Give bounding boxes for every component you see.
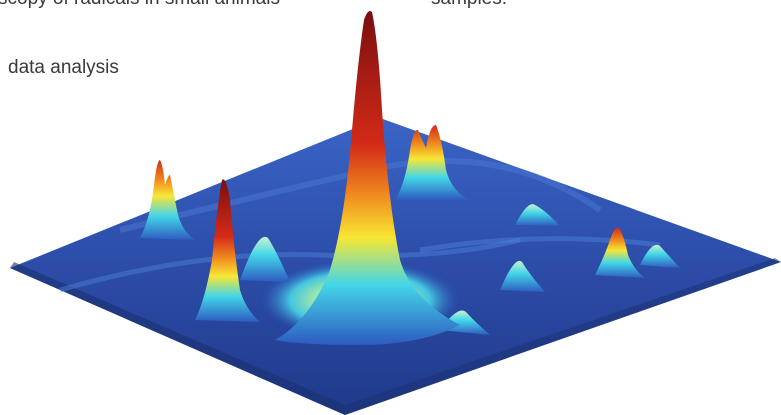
left-tall-peak [195, 179, 260, 322]
body-text-line-1: scopy of radicals in small animals [0, 0, 280, 10]
left-twin-peak [140, 160, 195, 240]
body-text-line-2: data analysis [8, 57, 119, 78]
bump-4 [440, 310, 490, 335]
bump-2 [500, 260, 545, 292]
right-small-peak [595, 227, 645, 278]
right-twin-peak [395, 125, 470, 200]
central-tall-peak [275, 11, 460, 345]
body-text-line-3: samples. [431, 0, 507, 10]
bump-5 [640, 244, 680, 268]
bump-3 [515, 204, 560, 226]
bump-1 [240, 236, 290, 282]
